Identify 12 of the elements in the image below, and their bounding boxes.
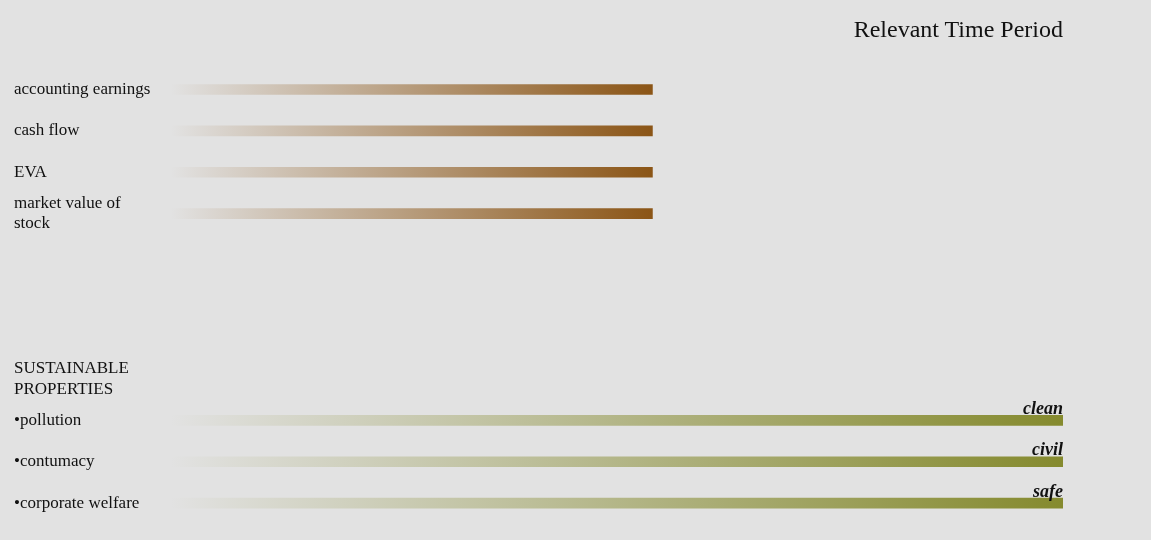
y-tick-label: cash flow [14,120,81,140]
annotation: safe [1032,480,1063,501]
annotation: clean [1023,398,1063,419]
y-tick-label: market value of stock [14,192,122,233]
y-tick-label: •pollution [14,409,82,429]
y-tick-label: accounting earnings [14,78,151,98]
y-tick-label: •contumacy [14,451,96,471]
y-tick-label: SUSTAINABLE PROPERTIES [14,358,129,398]
annotation: civil [1032,439,1063,460]
y-tick-label: •corporate welfare [14,492,140,512]
chart-title: Relevant Time Period [853,15,1063,42]
y-tick-label: EVA [14,161,48,181]
